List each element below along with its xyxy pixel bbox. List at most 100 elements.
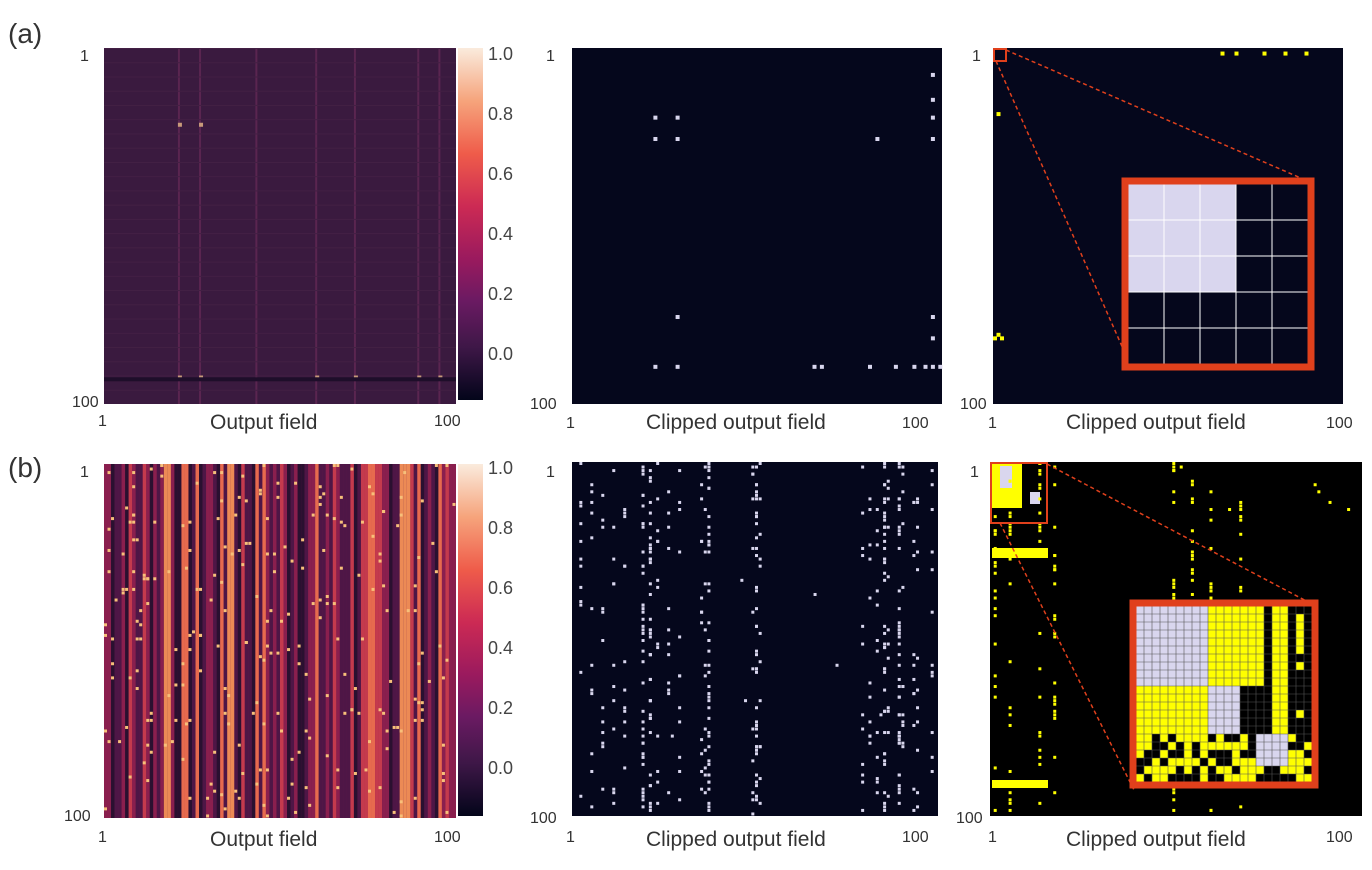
inset-cell	[1256, 654, 1264, 662]
inset-cell	[1200, 726, 1208, 734]
inset-cell	[1216, 630, 1224, 638]
inset-cell	[1232, 662, 1240, 670]
inset-cell	[1240, 766, 1248, 774]
column	[216, 464, 221, 818]
yellow-point	[1053, 791, 1057, 795]
yellow-point	[1038, 539, 1042, 543]
hot-cell	[104, 807, 107, 811]
column	[255, 464, 259, 818]
data-point	[648, 479, 652, 483]
inset-cell	[1296, 614, 1304, 622]
data-point	[755, 752, 758, 756]
hot-cell	[269, 609, 273, 613]
hot-cell	[368, 789, 371, 793]
hot-cell	[290, 757, 294, 761]
column	[301, 464, 305, 818]
cbar-tick: 0.6	[488, 578, 514, 598]
hot-cell	[399, 513, 403, 517]
inset-cell	[1164, 184, 1200, 220]
hot-cell	[399, 800, 403, 804]
data-point	[601, 493, 605, 497]
data-point	[707, 731, 711, 735]
data-point	[897, 508, 901, 512]
yellow-point	[1038, 483, 1042, 487]
data-point	[912, 364, 917, 369]
data-point	[755, 745, 758, 749]
inset-cell	[1264, 750, 1272, 758]
data-point	[641, 794, 645, 798]
column	[353, 464, 358, 818]
hot-cell	[237, 495, 241, 499]
hline	[104, 90, 456, 92]
data-point	[707, 462, 711, 465]
inset-cell	[1144, 662, 1152, 670]
column	[192, 464, 196, 818]
hline	[104, 247, 456, 249]
yellow-point	[1172, 787, 1176, 791]
data-point	[707, 670, 711, 674]
yellow-point	[1038, 631, 1042, 635]
hot-cell	[184, 566, 188, 570]
data-point	[703, 508, 707, 512]
inset-cell	[1184, 614, 1192, 622]
inset-cell	[1272, 734, 1280, 742]
hot-cell	[392, 725, 396, 729]
data-point	[861, 773, 865, 777]
inset-cell	[1152, 726, 1160, 734]
data-point	[861, 762, 865, 766]
column	[378, 464, 383, 818]
data-point	[883, 805, 887, 809]
yellow-point	[993, 532, 997, 536]
yellow-point	[1234, 51, 1239, 56]
inset-cell	[1224, 622, 1232, 630]
column	[452, 464, 456, 818]
yellow-point	[1239, 504, 1243, 508]
hot-cell	[265, 814, 269, 818]
yellow-point	[1239, 500, 1243, 504]
inset-cell	[1160, 694, 1168, 702]
inset-cell	[1168, 702, 1176, 710]
hot-cell	[195, 481, 199, 485]
hot-cell	[139, 637, 143, 641]
data-point	[601, 731, 605, 735]
inset-cell	[1200, 774, 1208, 782]
column	[258, 464, 263, 818]
data-point	[912, 653, 916, 657]
hot-cell	[107, 548, 111, 552]
inset-cell	[1256, 606, 1264, 614]
column	[199, 464, 203, 818]
inset-cell	[1208, 686, 1216, 694]
zoom-line	[999, 522, 1135, 791]
cbar-tick: 0.8	[488, 104, 514, 124]
data-point	[897, 677, 901, 681]
heatmap-a-left	[104, 48, 456, 404]
inset-cell	[1136, 662, 1144, 670]
hot-cell	[452, 502, 456, 506]
hot-cell	[332, 602, 336, 606]
x-axis-label: Output field	[210, 828, 318, 851]
yellow-point	[1053, 525, 1057, 529]
inset-cell	[1224, 654, 1232, 662]
data-point	[623, 508, 627, 512]
column	[375, 464, 379, 818]
data-point	[868, 681, 872, 685]
hot-cell	[146, 602, 150, 606]
data-point	[675, 115, 680, 120]
inset-cell	[1240, 622, 1248, 630]
yellow-point	[1304, 51, 1309, 56]
data-point	[612, 727, 616, 731]
inset-cell	[1240, 614, 1248, 622]
hot-cell	[262, 722, 266, 726]
data-point	[930, 550, 934, 554]
data-point	[641, 631, 645, 635]
inset-cell	[1192, 654, 1200, 662]
yellow-point	[993, 766, 997, 770]
data-point	[641, 727, 645, 731]
inset-cell	[1232, 678, 1240, 686]
inset-cell	[1200, 622, 1208, 630]
hot-cell	[360, 520, 364, 524]
zoom-line	[1005, 49, 1311, 183]
hot-cell	[290, 782, 294, 786]
hot-cell	[343, 672, 347, 676]
hot-cell	[216, 644, 220, 648]
